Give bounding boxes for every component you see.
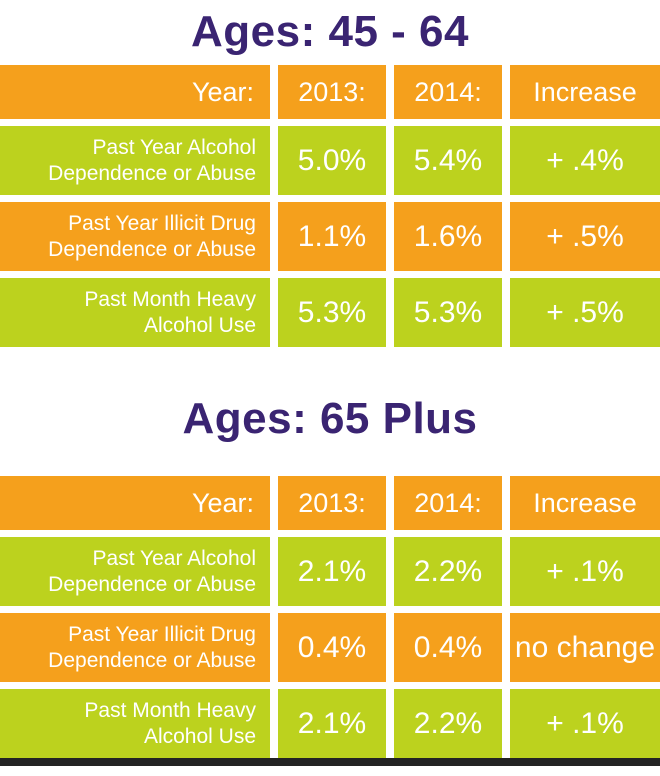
header-2013-cell: 2013: [278,65,386,119]
value-increase: no change [510,613,660,682]
value-2014: 1.6% [394,202,502,271]
value-2014: 5.4% [394,126,502,195]
row-label-illicit-drug: Past Year Illicit Drug Dependence or Abu… [0,613,270,682]
row-label-heavy-alcohol: Past Month Heavy Alcohol Use [0,278,270,347]
table-ages-65-plus: Year: 2013: 2014: Increase Past Year Alc… [0,476,660,758]
value-2013: 5.0% [278,126,386,195]
section-title-ages-45-64: Ages: 45 - 64 [191,7,469,56]
value-2013: 0.4% [278,613,386,682]
value-2014: 0.4% [394,613,502,682]
value-2014: 2.2% [394,689,502,758]
header-2013-cell: 2013: [278,476,386,530]
value-2013: 1.1% [278,202,386,271]
value-increase: + .4% [510,126,660,195]
section-title-ages-65-plus: Ages: 65 Plus [182,394,478,443]
header-increase-cell: Increase [510,476,660,530]
value-increase: + .5% [510,202,660,271]
value-2013: 2.1% [278,689,386,758]
value-increase: + .1% [510,689,660,758]
header-year-cell: Year: [0,476,270,530]
row-label-illicit-drug: Past Year Illicit Drug Dependence or Abu… [0,202,270,271]
row-label-alcohol-dependence: Past Year Alcohol Dependence or Abuse [0,537,270,606]
header-year-cell: Year: [0,65,270,119]
header-increase-cell: Increase [510,65,660,119]
header-2014-cell: 2014: [394,65,502,119]
value-2013: 5.3% [278,278,386,347]
header-2014-cell: 2014: [394,476,502,530]
value-increase: + .5% [510,278,660,347]
value-2013: 2.1% [278,537,386,606]
value-2014: 2.2% [394,537,502,606]
bottom-edge-strip [0,758,660,766]
table-ages-45-64: Year: 2013: 2014: Increase Past Year Alc… [0,65,660,347]
value-2014: 5.3% [394,278,502,347]
value-increase: + .1% [510,537,660,606]
row-label-heavy-alcohol: Past Month Heavy Alcohol Use [0,689,270,758]
row-label-alcohol-dependence: Past Year Alcohol Dependence or Abuse [0,126,270,195]
